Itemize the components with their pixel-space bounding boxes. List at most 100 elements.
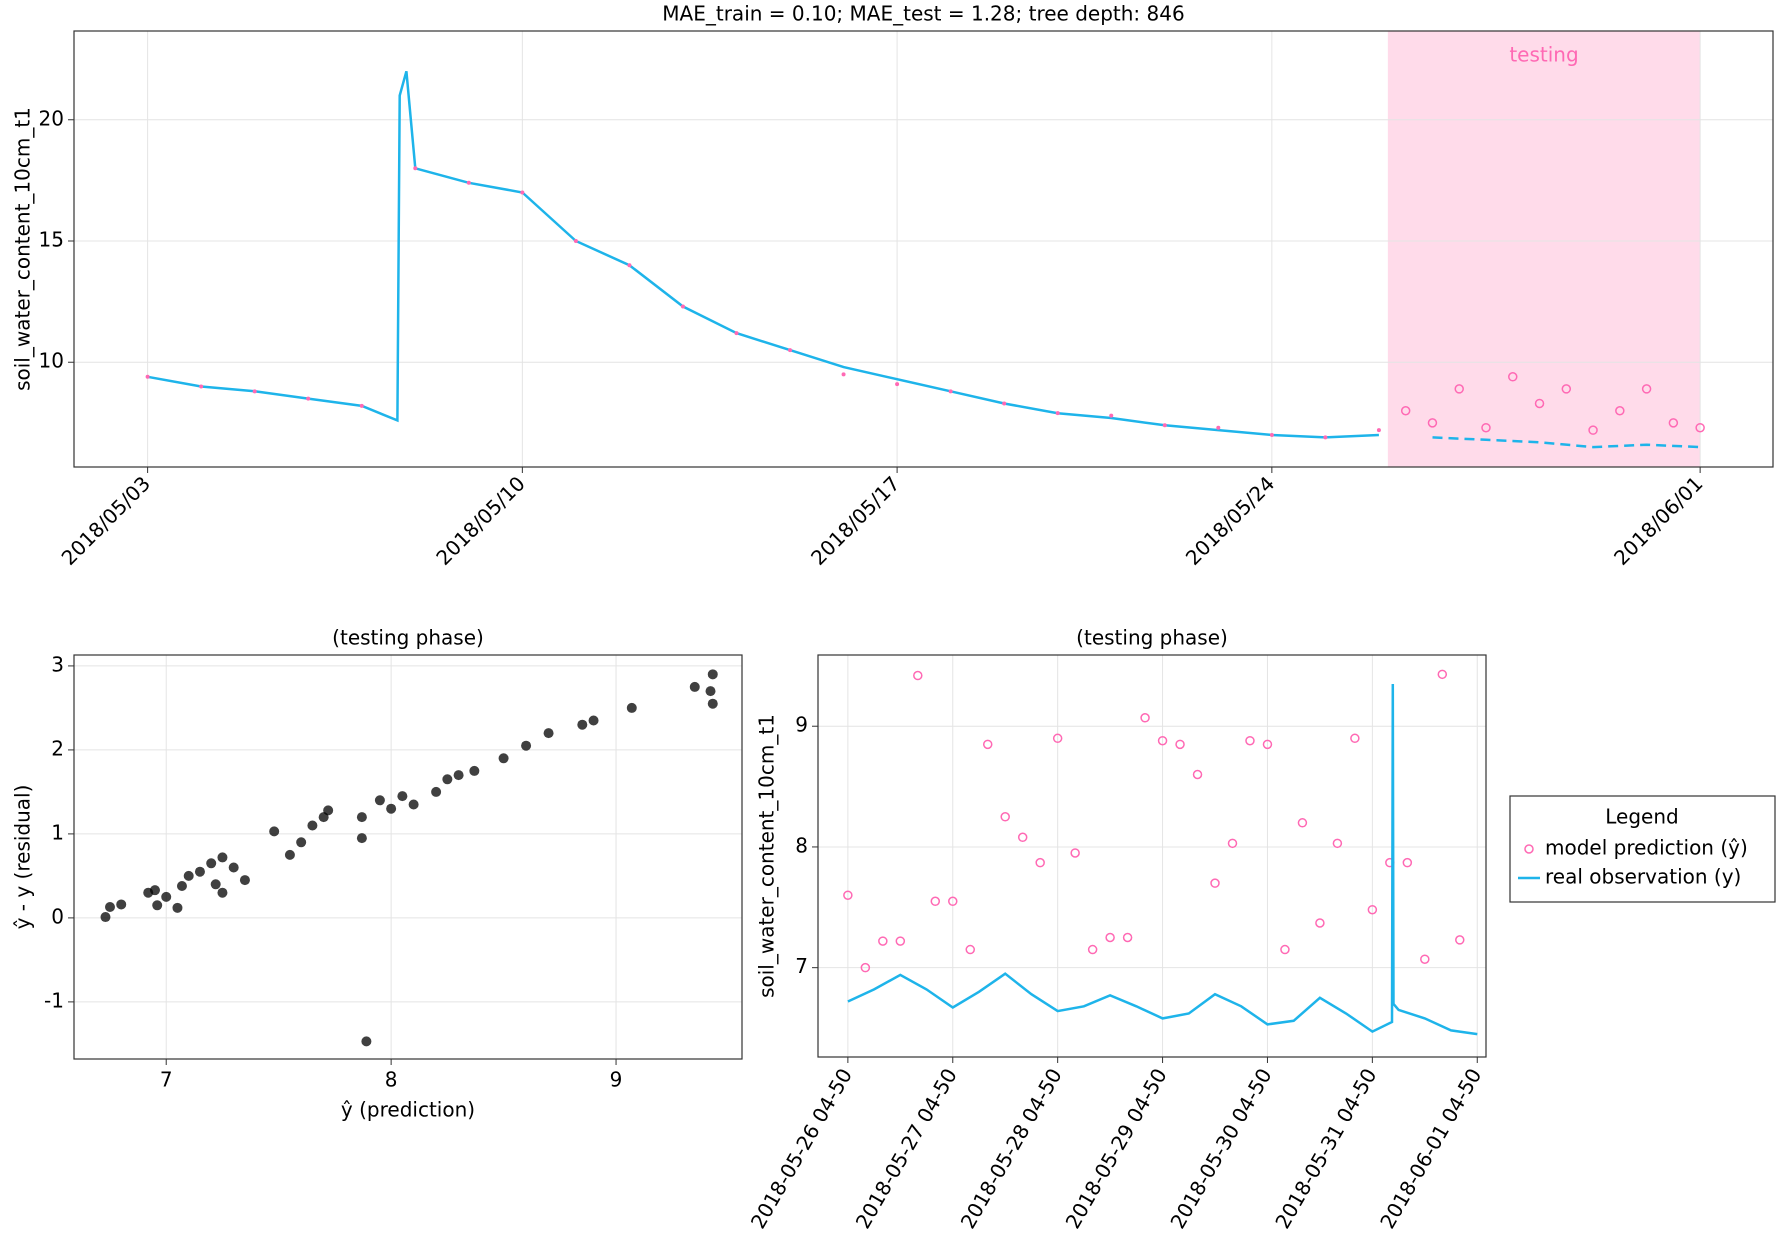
residual-point xyxy=(374,795,385,806)
prediction-point xyxy=(1350,733,1360,744)
prediction-point xyxy=(1175,739,1185,750)
residual-point xyxy=(217,887,228,898)
prediction-point xyxy=(1402,857,1413,868)
y-tick-label: 15 xyxy=(39,227,64,251)
residual-point xyxy=(307,820,318,831)
prediction-point xyxy=(895,382,900,387)
prediction-point xyxy=(1245,735,1255,746)
prediction-point xyxy=(948,896,958,907)
residual-point xyxy=(707,669,718,680)
residual-point xyxy=(296,837,307,848)
prediction-point xyxy=(413,166,418,171)
y-tick-label: 7 xyxy=(795,954,808,978)
prediction-point xyxy=(1227,838,1238,849)
prediction-point xyxy=(520,190,525,195)
legend: Legend model prediction (ŷ) real observati… xyxy=(1509,795,1776,903)
residual-point xyxy=(172,902,183,913)
residual-point xyxy=(104,901,115,912)
span-label: testing xyxy=(1509,43,1578,67)
prediction-point xyxy=(913,670,923,681)
prediction-point xyxy=(306,396,311,401)
prediction-point xyxy=(734,331,739,336)
prediction-point xyxy=(1269,432,1274,437)
prediction-point xyxy=(145,374,150,379)
prediction-point xyxy=(1332,838,1343,849)
residual-point xyxy=(269,826,280,837)
residual-point xyxy=(543,728,554,739)
observation-line-dashed xyxy=(1432,436,1701,449)
x-tick-label: 2018-05-31 04-50 xyxy=(1270,1064,1381,1232)
residual-point xyxy=(689,681,700,692)
prediction-point xyxy=(1192,769,1203,780)
residual-point xyxy=(453,770,464,781)
x-tick-label: 2018-05-26 04-50 xyxy=(746,1064,857,1232)
prediction-point xyxy=(841,372,846,377)
prediction-point xyxy=(627,263,632,268)
residual-point xyxy=(206,858,217,869)
x-tick-label: 2018-05-28 04-50 xyxy=(956,1064,1067,1232)
prediction-point xyxy=(1376,428,1381,433)
residual-point xyxy=(442,774,453,785)
residual-point xyxy=(356,833,367,844)
prediction-point xyxy=(1157,735,1168,746)
plot-area xyxy=(74,31,1773,467)
y-axis-label: soil_water_content_10cm_t1 xyxy=(11,107,35,391)
x-tick-label: 2018/05/17 xyxy=(806,471,904,569)
prediction-point xyxy=(680,304,685,309)
prediction-point xyxy=(1017,832,1028,843)
residual-point xyxy=(149,885,160,896)
x-tick-label: 7 xyxy=(160,1068,173,1092)
residual-point xyxy=(323,805,334,816)
prediction-point xyxy=(895,936,906,946)
residual-point xyxy=(408,799,419,810)
prediction-point xyxy=(878,936,888,946)
prediction-point xyxy=(466,180,471,185)
prediction-point xyxy=(982,739,993,750)
prediction-point xyxy=(843,890,853,900)
prediction-point xyxy=(1641,384,1652,394)
prediction-point xyxy=(1508,372,1518,382)
residual-point xyxy=(217,852,228,863)
chart-title: (testing phase) xyxy=(332,626,484,650)
prediction-point xyxy=(199,384,204,389)
prediction-point xyxy=(1122,932,1133,943)
x-tick-label: 2018-05-29 04-50 xyxy=(1061,1064,1172,1232)
x-tick-label: 2018/05/10 xyxy=(431,471,529,569)
y-axis-label: soil_water_content_10cm_t1 xyxy=(755,714,779,998)
prediction-point xyxy=(1000,812,1010,822)
plot-frame xyxy=(73,654,743,1060)
residual-point xyxy=(210,879,221,890)
prediction-point xyxy=(1427,418,1438,428)
residual-point xyxy=(228,862,239,873)
prediction-point xyxy=(1615,405,1625,416)
residual-point xyxy=(626,702,637,713)
prediction-point xyxy=(1454,384,1464,394)
x-axis-label: ŷ (prediction) xyxy=(341,1098,475,1122)
residual-point xyxy=(469,765,480,776)
prediction-point xyxy=(1087,944,1098,955)
x-tick-label: 8 xyxy=(385,1068,398,1092)
y-tick-label: 1 xyxy=(51,820,64,844)
prediction-point xyxy=(1695,422,1705,433)
x-tick-label: 2018/06/01 xyxy=(1609,471,1707,569)
prediction-point xyxy=(1162,423,1167,428)
prediction-point xyxy=(1216,425,1221,430)
residual-point xyxy=(431,786,442,797)
residual-point xyxy=(705,686,716,697)
panel: testing 10 15 20 2018/05/03 2018/05/10 2018/05… xyxy=(11,2,1774,570)
y-tick-label: 0 xyxy=(51,904,64,928)
residual-point xyxy=(100,912,111,923)
prediction-point xyxy=(1109,413,1114,418)
prediction-point xyxy=(1052,733,1063,744)
y-tick-label: 8 xyxy=(795,833,808,857)
prediction-point xyxy=(1105,932,1115,943)
y-axis-label: ŷ - y (residual) xyxy=(11,785,35,930)
prediction-point xyxy=(1035,857,1045,868)
prediction-point xyxy=(948,389,953,394)
residual-point xyxy=(397,791,408,802)
residual-point xyxy=(707,698,718,709)
legend-title: Legend xyxy=(1605,805,1678,829)
residual-point xyxy=(588,715,599,726)
prediction-point xyxy=(1297,818,1308,828)
